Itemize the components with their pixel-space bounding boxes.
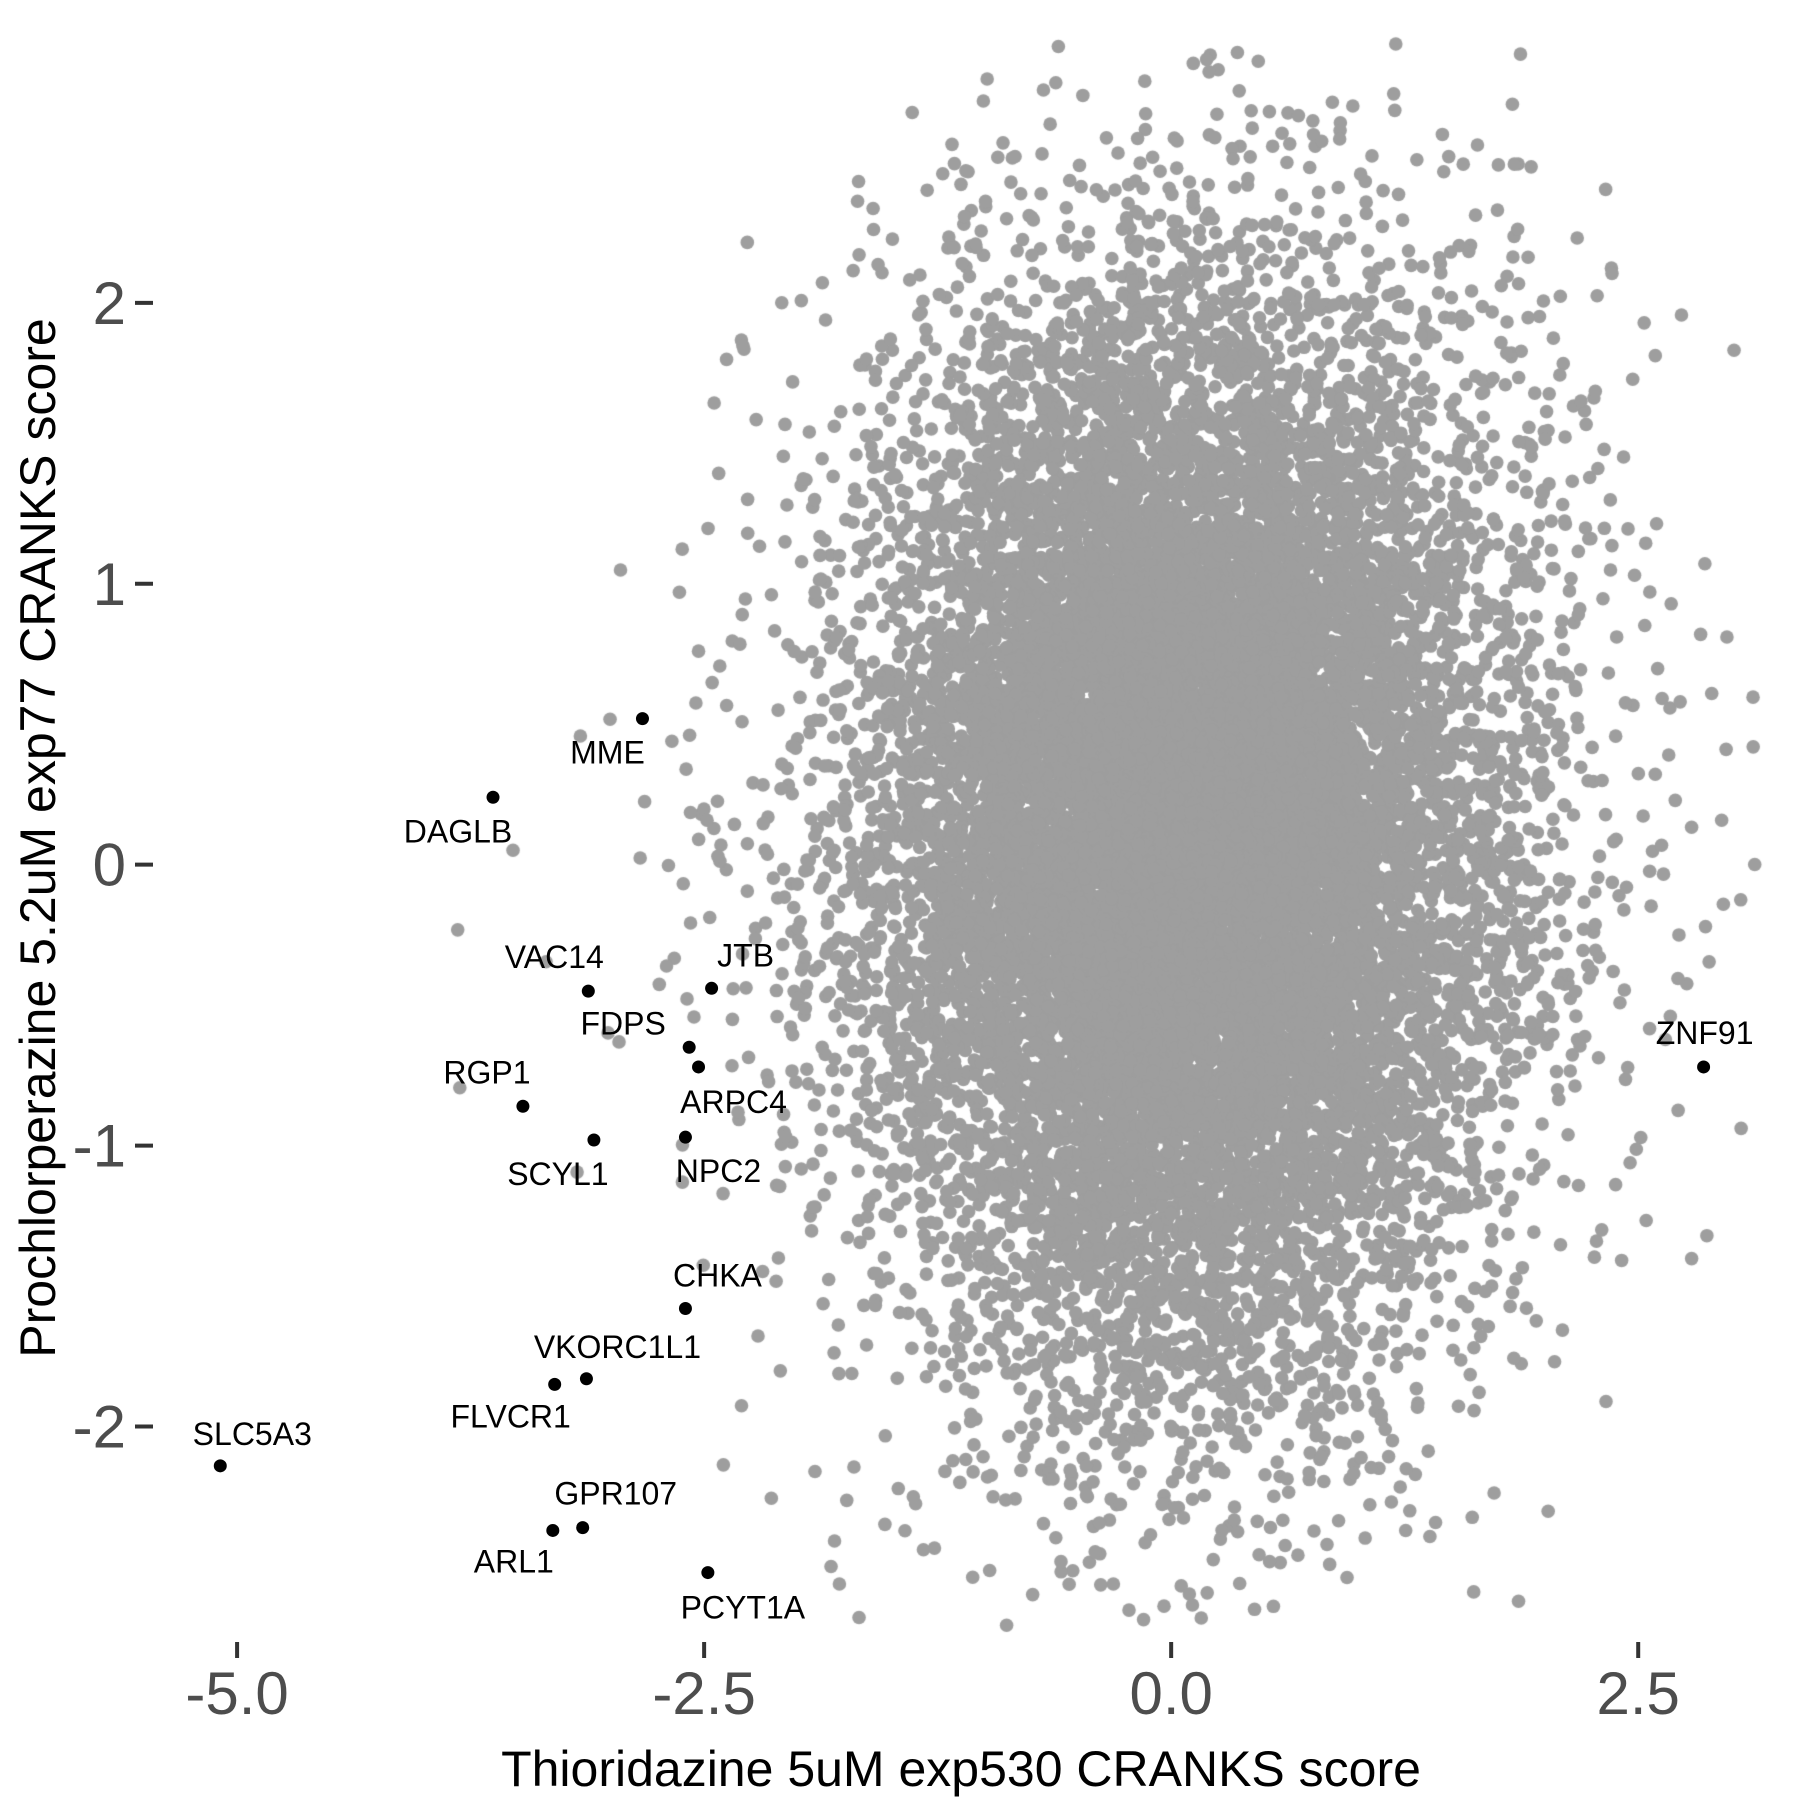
x-tick-label: 0.0 [1129, 1660, 1212, 1727]
gene-point-jtb [705, 981, 719, 995]
y-tick-label: 0 [93, 832, 126, 899]
gene-point-pcyt1a [701, 1566, 715, 1580]
gene-point-rgp1 [516, 1099, 530, 1113]
gene-point-fdps [682, 1040, 696, 1054]
gene-label-slc5a3: SLC5A3 [193, 1416, 312, 1452]
gene-label-vac14: VAC14 [505, 939, 604, 975]
y-axis-title: Prochlorperazine 5.2uM exp77 CRANKS scor… [10, 318, 66, 1357]
y-axis-ticks: 2 1 0 -1 -2 [73, 270, 153, 1461]
x-tick-label: 2.5 [1596, 1660, 1679, 1727]
gene-point-scyl1 [587, 1133, 601, 1147]
gene-label-vkorc1l1: VKORC1L1 [534, 1329, 701, 1365]
gene-label-npc2: NPC2 [676, 1153, 761, 1189]
gene-point-npc2 [678, 1130, 692, 1144]
gene-label-arl1: ARL1 [474, 1543, 554, 1579]
x-tick-label: -2.5 [652, 1660, 755, 1727]
y-tick-label: -2 [73, 1394, 126, 1461]
x-axis-title: Thioridazine 5uM exp530 CRANKS score [501, 1741, 1421, 1797]
gene-point-mme [635, 712, 649, 726]
x-tick-label: -5.0 [185, 1660, 288, 1727]
gene-label-znf91: ZNF91 [1656, 1015, 1754, 1051]
y-tick-label: -1 [73, 1113, 126, 1180]
gene-point-gpr107 [576, 1521, 590, 1535]
gene-point-slc5a3 [213, 1459, 227, 1473]
gene-label-pcyt1a: PCYT1A [681, 1590, 806, 1626]
gene-point-chka [678, 1302, 692, 1316]
y-tick-label: 2 [93, 270, 126, 337]
y-tick-label: 1 [93, 551, 126, 618]
gene-point-flvcr1 [548, 1377, 562, 1391]
gene-label-arpc4: ARPC4 [680, 1084, 787, 1120]
gene-label-chka: CHKA [673, 1258, 763, 1294]
labeled-gene-points: MME DAGLB VAC14 JTB FDPS ARPC4 RGP1 SCYL1 NPC2 CH… [193, 712, 1754, 1626]
gene-label-scyl1: SCYL1 [507, 1156, 608, 1192]
gene-point-vkorc1l1 [579, 1372, 593, 1386]
gene-label-fdps: FDPS [581, 1005, 666, 1041]
gene-point-znf91 [1697, 1060, 1711, 1074]
gene-point-vac14 [581, 984, 595, 998]
gene-label-gpr107: GPR107 [554, 1476, 677, 1512]
gene-point-arpc4 [692, 1060, 706, 1074]
gene-label-jtb: JTB [717, 937, 774, 973]
x-axis-ticks: -5.0 -2.5 0.0 2.5 [185, 1642, 1680, 1727]
gene-label-daglb: DAGLB [404, 813, 512, 849]
gene-point-daglb [486, 790, 500, 804]
gene-label-rgp1: RGP1 [443, 1054, 530, 1090]
gene-point-arl1 [546, 1523, 560, 1537]
gene-label-mme: MME [570, 735, 645, 771]
gene-label-flvcr1: FLVCR1 [451, 1398, 571, 1434]
